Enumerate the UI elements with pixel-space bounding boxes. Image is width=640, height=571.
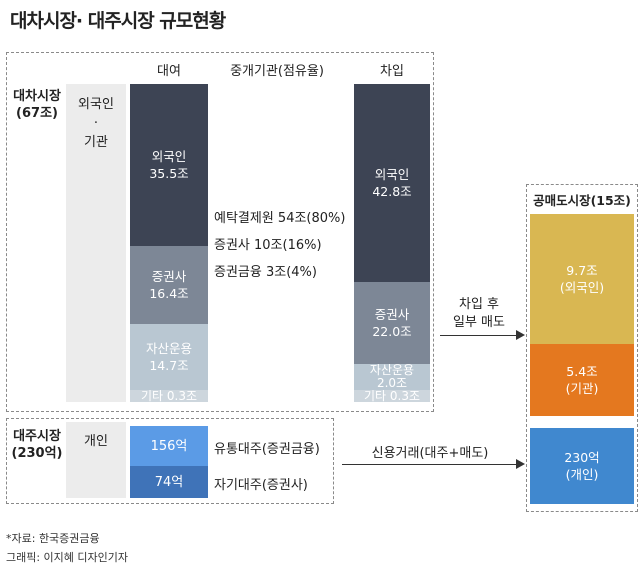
borrow-other-segment: 기타 0.3조 [354, 390, 430, 402]
borrow-securities-segment: 증권사 22.0조 [354, 282, 430, 364]
intermediary-list: 예탁결제원 54조(80%) 증권사 10조(16%) 증권금융 3조(4%) [214, 205, 354, 286]
lend-foreign-value: 35.5조 [149, 166, 189, 181]
inst-label: 기관 [84, 135, 108, 150]
short-inst-label: (기관) [565, 381, 599, 396]
borrow-securities-value: 22.0조 [372, 324, 412, 339]
borrowing-market-size: (230억) [11, 446, 63, 461]
own-value: 74억 [154, 474, 184, 490]
lend-securities-value: 16.4조 [149, 286, 189, 301]
intermediary-item: 증권금융 3조(4%) [214, 265, 317, 280]
foreign-inst-label: 외국인 · 기관 [66, 95, 126, 152]
short-individual-segment: 230억 (개인) [530, 428, 634, 504]
own-desc: 자기대주(증권사) [214, 478, 308, 493]
borrow-other-label: 기타 0.3조 [363, 389, 421, 403]
borrow-bar: 외국인 42.8조 증권사 22.0조 자산운용 2.0조 기타 0.3조 [354, 84, 430, 402]
borrow-asset-value: 2.0조 [376, 376, 408, 390]
borrow-arrow-line [440, 335, 518, 336]
borrow-foreign-label: 외국인 [374, 167, 410, 182]
borrow-arrow-label: 차입 후 일부 매도 [436, 296, 522, 332]
credit-note: 그래픽: 이지혜 디자인기자 [6, 551, 129, 564]
lend-securities-segment: 증권사 16.4조 [130, 246, 208, 324]
individual-label: 개인 [84, 434, 108, 449]
lend-securities-label: 증권사 [151, 269, 187, 284]
header-borrow: 차입 [380, 64, 404, 79]
lend-foreign-segment: 외국인 35.5조 [130, 84, 208, 246]
header-intermediary: 중개기관(점유율) [230, 64, 324, 79]
foreign-label: 외국인 [78, 97, 114, 112]
foreign-inst-column [66, 84, 126, 402]
short-individual-label: (개인) [565, 467, 599, 482]
short-foreign-value: 9.7조 [566, 263, 598, 278]
lending-market-title: 대차시장 [13, 89, 61, 104]
borrow-asset-label: 자산운용 [369, 363, 415, 377]
borrow-arrow-head [516, 330, 525, 340]
borrow-asset-segment: 자산운용 2.0조 [354, 364, 430, 390]
lend-foreign-label: 외국인 [151, 149, 187, 164]
short-foreign-label: (외국인) [559, 280, 605, 295]
own-segment: 74억 [130, 466, 208, 498]
short-inst-segment: 5.4조 (기관) [530, 344, 634, 416]
lend-asset-value: 14.7조 [149, 358, 189, 373]
circulating-segment: 156억 [130, 426, 208, 466]
circulating-value: 156억 [150, 438, 188, 454]
lending-market-size: (67조) [16, 106, 58, 121]
arrow-line2: 일부 매도 [453, 315, 505, 330]
short-individual-value: 230억 [564, 450, 600, 465]
individual-column [66, 422, 126, 498]
lending-market-box [6, 52, 434, 412]
lend-other-segment: 기타 0.3조 [130, 390, 208, 402]
lending-market-label: 대차시장 (67조) [8, 88, 66, 122]
short-market-label: 공매도시장(15조) [533, 193, 631, 208]
source-note: *자료: 한국증권금융 [6, 532, 100, 545]
credit-arrow-line [342, 464, 518, 465]
lend-bar: 외국인 35.5조 증권사 16.4조 자산운용 14.7조 기타 0.3조 [130, 84, 208, 402]
lend-asset-segment: 자산운용 14.7조 [130, 324, 208, 390]
borrowing-market-label: 대주시장 (230억) [8, 428, 66, 462]
intermediary-item: 예탁결제원 54조(80%) [214, 211, 346, 226]
borrow-foreign-value: 42.8조 [372, 184, 412, 199]
short-market-box [526, 184, 638, 512]
borrow-securities-label: 증권사 [374, 307, 410, 322]
borrowing-market-title: 대주시장 [13, 429, 61, 444]
arrow-line1: 차입 후 [458, 297, 499, 312]
borrowing-market-box [6, 418, 334, 504]
lend-other-label: 기타 0.3조 [140, 389, 198, 403]
borrow-foreign-segment: 외국인 42.8조 [354, 84, 430, 282]
credit-arrow-head [516, 459, 525, 469]
short-market-bar: 9.7조 (외국인) 5.4조 (기관) 230억 (개인) [530, 214, 634, 504]
circulating-desc: 유통대주(증권금융) [214, 442, 320, 457]
header-lend: 대여 [157, 64, 181, 79]
page-title: 대차시장· 대주시장 규모현황 [10, 10, 226, 32]
short-inst-value: 5.4조 [566, 364, 598, 379]
short-foreign-segment: 9.7조 (외국인) [530, 214, 634, 344]
separator-dot: · [93, 116, 99, 131]
intermediary-item: 증권사 10조(16%) [214, 238, 322, 253]
lend-asset-label: 자산운용 [145, 341, 192, 356]
credit-arrow-label: 신용거래(대주+매도) [371, 446, 489, 461]
